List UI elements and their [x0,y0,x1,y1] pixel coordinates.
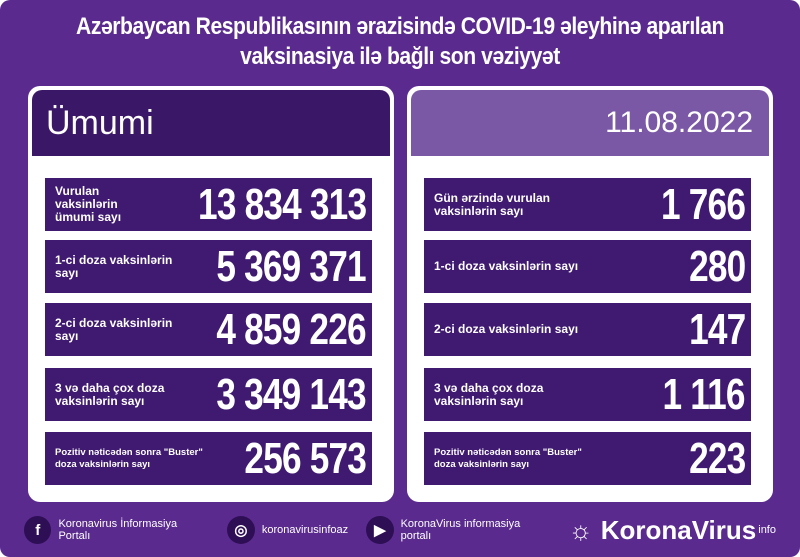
stat-label: 2-ci doza vaksinlərin sayı [434,322,579,336]
stat-label: 1-ci doza vaksinlərin sayı [434,259,579,273]
youtube-link[interactable]: ▶ KoronaVirus informasiya portalı [366,516,551,544]
left-stat-row: 2-ci doza vaksinlərin sayı 4 859 226 [45,303,372,356]
total-heading: Ümumi [32,90,390,156]
instagram-label: koronavirusinfoaz [261,524,349,536]
right-stat-row: 2-ci doza vaksinlərin sayı 147 [424,303,751,356]
stat-label: 3 və daha çox doza vaksinlərin sayı [55,380,165,408]
title-line-1: Azərbaycan Respublikasının ərazisində CO… [76,13,724,40]
facebook-label: Koronavirus İnformasiya Portalı [58,518,178,542]
stat-label: 2-ci doza vaksinlərin sayı [55,315,173,343]
stat-value: 13 834 313 [197,179,367,229]
right-stat-row: Pozitiv nəticədən sonra "Buster" doza va… [424,432,751,485]
stat-value: 147 [688,304,746,354]
brand-sup: info [758,524,776,536]
footer: f Koronavirus İnformasiya Portalı ◎ korona… [24,512,776,548]
stat-label: 1-ci doza vaksinlərin sayı [55,252,173,280]
stat-value: 280 [688,241,746,291]
brand-logo: ☼ KoronaVirus info [569,515,776,546]
stat-label: 3 və daha çox doza vaksinlərin sayı [434,380,544,408]
sun-icon: ☼ [568,514,593,545]
daily-panel: 11.08.2022 Gün ərzində vurulan vaksinlər… [407,86,773,502]
youtube-label: KoronaVirus informasiya portalı [400,518,521,542]
stat-value: 4 859 226 [216,304,367,354]
left-stat-row: Pozitiv nəticədən sonra "Buster" doza va… [45,432,372,485]
right-stat-row: 1-ci doza vaksinlərin sayı 280 [424,240,751,293]
stat-label: Gün ərzində vurulan vaksinlərin sayı [434,190,551,218]
total-panel: Ümumi Vurulan vaksinlərin ümumi sayı 13 8… [28,86,394,502]
stat-value: 3 349 143 [216,369,367,419]
instagram-link[interactable]: ◎ koronavirusinfoaz [226,516,349,544]
left-stat-row: Vurulan vaksinlərin ümumi sayı 13 834 313 [45,178,372,231]
stat-label: Pozitiv nəticədən sonra "Buster" doza va… [434,446,582,470]
stat-label: Vurulan vaksinlərin ümumi sayı [55,184,122,224]
right-stat-row: Gün ərzində vurulan vaksinlərin sayı 1 76… [424,178,751,231]
stat-label: Pozitiv nəticədən sonra "Buster" doza va… [55,446,203,470]
stat-value: 1 116 [662,369,746,419]
left-stat-row: 3 və daha çox doza vaksinlərin sayı 3 349… [45,368,372,421]
stat-value: 5 369 371 [216,241,367,291]
facebook-link[interactable]: f Koronavirus İnformasiya Portalı [24,516,209,544]
left-stat-row: 1-ci doza vaksinlərin sayı 5 369 371 [45,240,372,293]
stat-value: 1 766 [660,179,746,229]
stat-value: 256 573 [244,433,366,483]
right-stat-row: 3 və daha çox doza vaksinlərin sayı 1 116 [424,368,751,421]
stat-value: 223 [688,433,746,483]
title-line-2: vaksinasiya ilə bağlı son vəziyyət [240,43,560,70]
facebook-icon: f [24,516,52,544]
youtube-icon: ▶ [366,516,394,544]
page-title: Azərbaycan Respublikasının ərazisində CO… [48,12,752,72]
brand-name: KoronaVirus [600,514,757,545]
date-heading: 11.08.2022 [411,90,769,156]
instagram-icon: ◎ [226,516,255,544]
